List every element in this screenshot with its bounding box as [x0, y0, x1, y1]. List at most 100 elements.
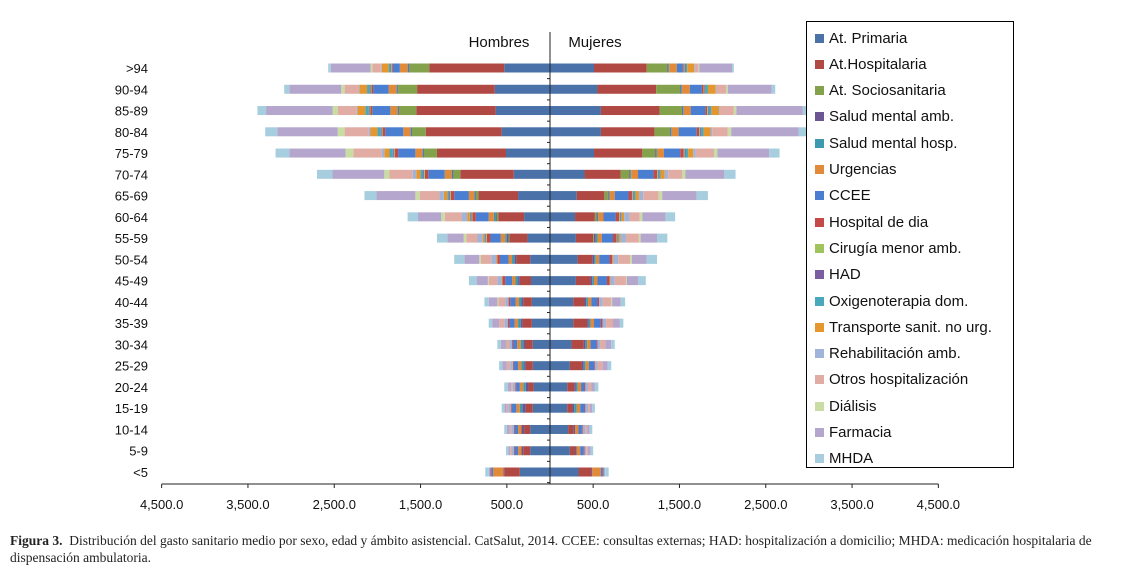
bar-mujeres-55-59	[594, 233, 596, 243]
bar-mujeres-65-69	[609, 191, 615, 201]
bar-hombres->94	[408, 63, 410, 73]
bar-hombres-60-64	[470, 212, 472, 222]
header-mujeres: Mujeres	[568, 34, 621, 51]
bar-hombres-35-39	[520, 318, 523, 328]
bar-mujeres-10-14	[550, 424, 569, 434]
bar-mujeres-<5	[578, 467, 592, 477]
bar-mujeres-85-89	[682, 106, 683, 116]
bar-mujeres-60-64	[550, 212, 576, 222]
bar-hombres-55-59	[500, 233, 506, 243]
bar-hombres-60-64	[417, 212, 442, 222]
bar-mujeres-75-79	[693, 148, 696, 158]
bar-mujeres-50-54	[594, 254, 596, 264]
bar-mujeres-70-74	[584, 169, 621, 179]
bar-mujeres-10-14	[582, 424, 586, 434]
bar-mujeres-75-79	[769, 148, 780, 158]
bar-hombres-70-74	[389, 169, 413, 179]
bar-hombres-70-74	[451, 169, 453, 179]
bar-hombres-80-84	[368, 127, 371, 137]
bar-hombres-90-94	[359, 84, 368, 94]
bar-hombres-90-94	[397, 84, 399, 94]
legend-swatch	[815, 217, 824, 227]
bar-hombres-55-59	[463, 233, 467, 243]
bar-hombres-90-94	[388, 84, 397, 94]
bar-hombres-75-79	[505, 148, 550, 158]
bar-mujeres-10-14	[589, 424, 593, 434]
bar-hombres-30-34	[497, 339, 501, 349]
bar-hombres-80-84	[501, 127, 550, 137]
bar-hombres-65-69	[478, 191, 519, 201]
bar-hombres-35-39	[507, 318, 510, 328]
bar-hombres->94	[409, 63, 430, 73]
bar-hombres-20-24	[507, 382, 512, 392]
bar-mujeres-65-69	[662, 191, 697, 201]
bar-hombres-90-94	[373, 84, 389, 94]
bar-mujeres->94	[684, 63, 686, 73]
bar-mujeres-15-19	[587, 403, 590, 413]
legend-swatch	[815, 349, 824, 359]
x-tick-label: 4,500.0	[140, 497, 183, 512]
bar-mujeres-80-84	[678, 127, 697, 137]
bar-hombres-15-19	[508, 403, 512, 413]
bar-hombres-10-14	[513, 424, 515, 434]
bar-hombres-45-49	[519, 276, 532, 286]
bar-mujeres-85-89	[711, 106, 720, 116]
age-label: 20-24	[115, 380, 148, 395]
bar-mujeres-60-64	[624, 212, 630, 222]
bar-hombres-<5	[493, 467, 504, 477]
legend-label: At. Sociosanitaria	[829, 82, 946, 100]
bar-hombres-10-14	[530, 424, 550, 434]
bar-hombres-30-34	[505, 339, 510, 349]
bar-hombres-45-49	[497, 276, 502, 286]
bar-mujeres->94	[668, 63, 670, 73]
bar-hombres-70-74	[424, 169, 429, 179]
bar-hombres-55-59	[509, 233, 528, 243]
legend-label: At. Primaria	[829, 29, 908, 47]
bar-hombres-50-54	[479, 254, 481, 264]
bar-mujeres->94	[594, 63, 647, 73]
bar-mujeres-85-89	[600, 106, 660, 116]
bar-hombres-85-89	[416, 106, 496, 116]
bar-mujeres-55-59	[619, 233, 621, 243]
bar-mujeres-25-29	[597, 361, 603, 371]
bar-hombres-50-54	[497, 254, 500, 264]
bar-mujeres-60-64	[615, 212, 620, 222]
bar-hombres-75-79	[423, 148, 425, 158]
bar-mujeres-50-54	[630, 254, 632, 264]
bar-mujeres->94	[683, 63, 685, 73]
bar-hombres-75-79	[345, 148, 354, 158]
bar-mujeres-15-19	[580, 403, 585, 413]
bar-mujeres-55-59	[657, 233, 668, 243]
legend-label: At.Hospitalaria	[829, 55, 927, 73]
bar-mujeres->94	[685, 63, 688, 73]
bar-hombres->94	[330, 63, 371, 73]
bar-mujeres-90-94	[689, 84, 702, 94]
bar-hombres-45-49	[501, 276, 503, 286]
bar-mujeres-60-64	[639, 212, 643, 222]
bar-mujeres-60-64	[597, 212, 599, 222]
bar-mujeres-90-94	[707, 84, 716, 94]
bar-mujeres-90-94	[771, 84, 776, 94]
legend-item: Transporte sanit. no urg.	[815, 317, 992, 337]
caption-text: Distribución del gasto sanitario medio p…	[10, 533, 1092, 565]
bar-mujeres-75-79	[684, 148, 686, 158]
bar-mujeres-70-74	[631, 169, 639, 179]
bar-mujeres-35-39	[573, 318, 588, 328]
bar-hombres-5-9	[505, 446, 509, 456]
bar-mujeres-<5	[591, 467, 593, 477]
bar-hombres-30-34	[509, 339, 513, 349]
bar-mujeres-75-79	[594, 148, 643, 158]
bar-mujeres-35-39	[600, 318, 603, 328]
bar-mujeres-70-74	[658, 169, 661, 179]
bar-hombres-55-59	[487, 233, 491, 243]
bar-mujeres-15-19	[589, 403, 593, 413]
bar-hombres-60-64	[524, 212, 550, 222]
bar-mujeres->94	[646, 63, 668, 73]
bar-mujeres-90-94	[680, 84, 682, 94]
bar-mujeres-85-89	[736, 106, 803, 116]
bar-hombres-50-54	[480, 254, 492, 264]
caption-label: Figura 3.	[10, 533, 63, 548]
bar-hombres->94	[381, 63, 389, 73]
bar-hombres-85-89	[257, 106, 267, 116]
bar-mujeres-90-94	[727, 84, 772, 94]
